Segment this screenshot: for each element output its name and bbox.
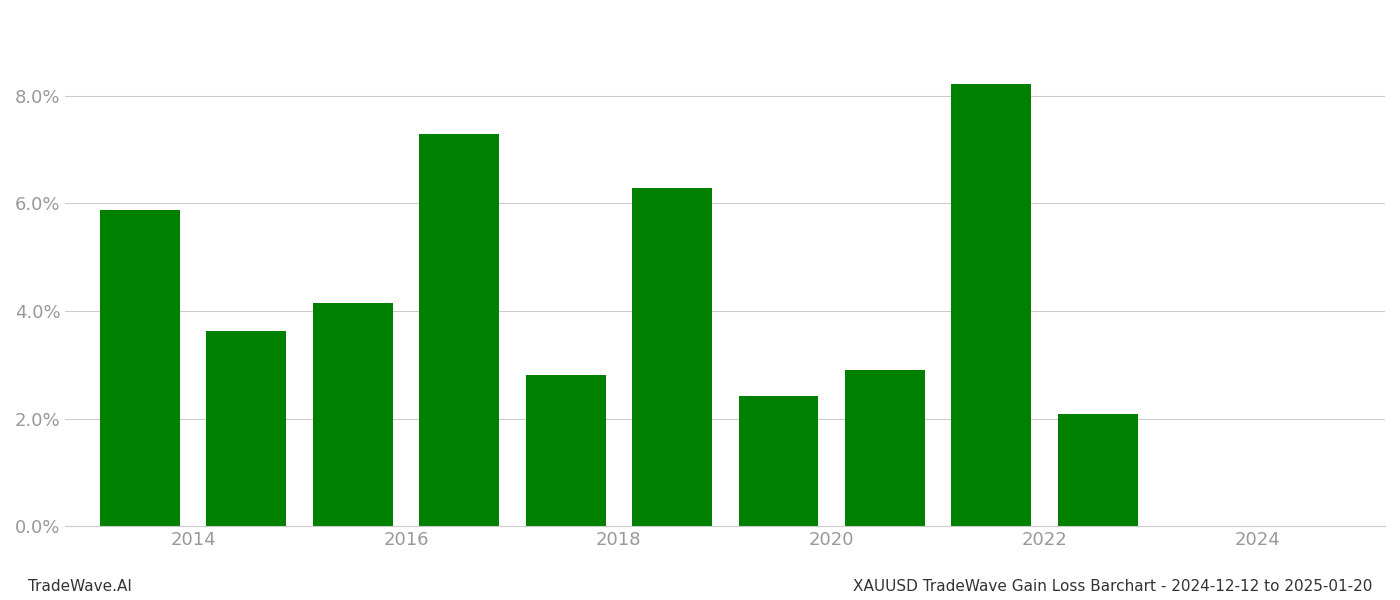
Bar — [312, 303, 393, 526]
Bar — [952, 84, 1032, 526]
Bar — [526, 376, 606, 526]
Bar — [633, 188, 713, 526]
Text: TradeWave.AI: TradeWave.AI — [28, 579, 132, 594]
Bar — [846, 370, 925, 526]
Bar — [99, 210, 179, 526]
Bar — [739, 396, 819, 526]
Text: XAUUSD TradeWave Gain Loss Barchart - 2024-12-12 to 2025-01-20: XAUUSD TradeWave Gain Loss Barchart - 20… — [853, 579, 1372, 594]
Bar — [420, 134, 500, 526]
Bar — [1058, 414, 1138, 526]
Bar — [206, 331, 286, 526]
